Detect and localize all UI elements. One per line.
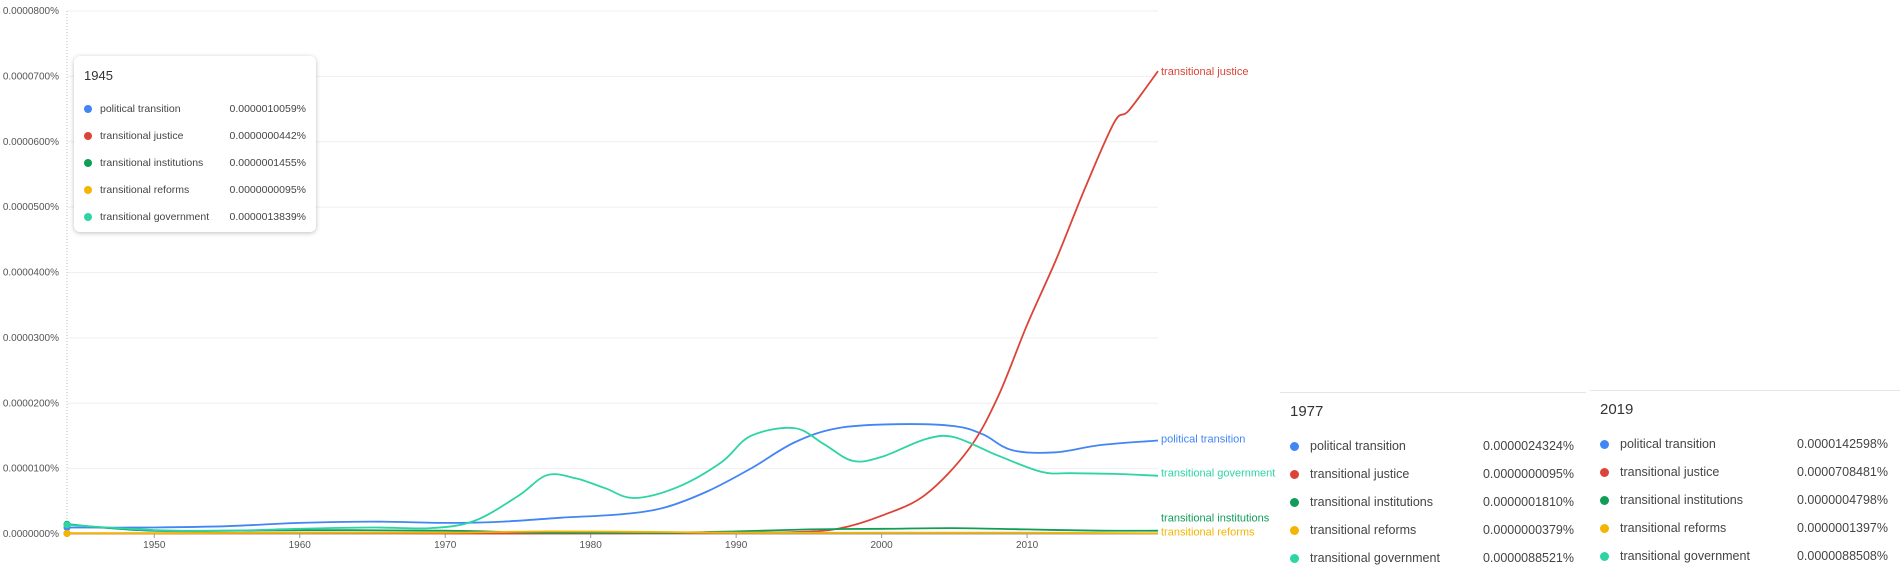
x-tick-label: 1980 <box>580 540 603 551</box>
x-tick-label: 1950 <box>143 540 166 551</box>
tooltip-series-name: transitional justice <box>1310 467 1410 481</box>
y-tick-label: 0.0000300% <box>3 333 59 344</box>
series-line <box>66 530 1159 535</box>
tooltip-series-name: transitional reforms <box>1620 521 1727 535</box>
tooltip-series-value: 0.0000000095% <box>1482 467 1574 481</box>
tooltip-series-value: 0.0000000095% <box>229 183 307 196</box>
tooltip-year: 1977 <box>1290 403 1324 420</box>
tooltip-series-value: 0.0000013839% <box>229 210 307 223</box>
tooltip-series-name: political transition <box>100 102 181 115</box>
tooltip-series-name: transitional government <box>1310 551 1440 565</box>
tooltip-1977: 1977 political transition 0.0000024324% t… <box>1280 392 1586 565</box>
tooltip-series-value: 0.0000708481% <box>1796 465 1888 479</box>
tooltip-year: 1945 <box>84 68 113 83</box>
tooltip-series-value: 0.0000142598% <box>1796 437 1888 451</box>
tooltip-series-name: political transition <box>1620 437 1716 451</box>
tooltip-series-name: transitional justice <box>1620 465 1720 479</box>
tooltip-series-value: 0.0000000379% <box>1482 523 1574 537</box>
series-dot-icon <box>84 212 92 221</box>
tooltip-series-value: 0.0000001810% <box>1482 495 1574 509</box>
series-dot-icon <box>84 131 92 140</box>
x-tick-label: 1970 <box>434 540 457 551</box>
tooltip-row: transitional government 0.0000013839% <box>84 203 306 230</box>
series-dot-icon <box>1290 525 1299 535</box>
tooltip-series-name: transitional institutions <box>1620 493 1743 507</box>
series-dot-icon <box>1290 441 1299 451</box>
y-tick-label: 0.0000700% <box>3 71 59 82</box>
series-dot-icon <box>1600 495 1609 505</box>
tooltip-series-name: transitional justice <box>100 129 184 142</box>
y-tick-label: 0.0000500% <box>3 202 59 213</box>
x-tick-label: 2000 <box>870 540 893 551</box>
series-end-label: transitional justice <box>1161 66 1248 78</box>
tooltip-row: transitional government 0.0000088521% <box>1290 544 1586 572</box>
tooltip-series-value: 0.0000088508% <box>1796 549 1888 563</box>
tooltip-row: political transition 0.0000142598% <box>1600 430 1900 458</box>
tooltip-series-value: 0.0000000442% <box>229 129 307 142</box>
series-start-point <box>63 521 71 529</box>
tooltip-series-name: transitional institutions <box>1310 495 1433 509</box>
y-tick-label: 0.0000100% <box>3 464 59 475</box>
series-dot-icon <box>84 104 92 113</box>
series-end-label: political transition <box>1161 434 1245 446</box>
x-tick-label: 2010 <box>1016 540 1039 551</box>
tooltip-series-name: transitional reforms <box>1310 523 1417 537</box>
tooltip-row: political transition 0.0000010059% <box>84 95 306 122</box>
series-dot-icon <box>1600 551 1609 561</box>
series-dot-icon <box>1290 553 1299 563</box>
tooltip-row: political transition 0.0000024324% <box>1290 432 1586 460</box>
series-dot-icon <box>84 158 92 167</box>
series-line <box>66 426 1159 532</box>
series-dot-icon <box>1600 523 1609 533</box>
y-tick-label: 0.0000000% <box>3 529 59 540</box>
tooltip-series-name: political transition <box>1310 439 1406 453</box>
tooltip-series-value: 0.0000004798% <box>1796 493 1888 507</box>
tooltip-2019: 2019 political transition 0.0000142598% t… <box>1590 390 1900 564</box>
series-end-label: transitional reforms <box>1161 526 1255 538</box>
tooltip-row: transitional justice 0.0000000095% <box>1290 460 1586 488</box>
tooltip-row: transitional government 0.0000088508% <box>1600 542 1900 570</box>
tooltip-row: transitional institutions 0.0000004798% <box>1600 486 1900 514</box>
y-tick-label: 0.0000200% <box>3 398 59 409</box>
y-tick-label: 0.0000600% <box>3 137 59 148</box>
series-dot-icon <box>1290 497 1299 507</box>
series-dot-icon <box>84 185 92 194</box>
series-dot-icon <box>1290 469 1299 479</box>
tooltip-series-value: 0.0000010059% <box>229 102 307 115</box>
tooltip-row: transitional justice 0.0000708481% <box>1600 458 1900 486</box>
x-tick-label: 1990 <box>725 540 748 551</box>
series-start-point <box>63 529 71 537</box>
tooltip-row: transitional reforms 0.0000000379% <box>1290 516 1586 544</box>
series-dot-icon <box>1600 439 1609 449</box>
tooltip-series-name: transitional reforms <box>100 183 190 196</box>
tooltip-row: transitional institutions 0.0000001455% <box>84 149 306 176</box>
tooltip-1945: 1945 political transition 0.0000010059% t… <box>74 56 316 232</box>
series-dot-icon <box>1600 467 1609 477</box>
tooltip-series-name: transitional government <box>1620 549 1750 563</box>
tooltip-series-value: 0.0000001455% <box>229 156 307 169</box>
x-tick-label: 1960 <box>289 540 312 551</box>
series-end-label: transitional government <box>1161 468 1275 480</box>
tooltip-series-name: transitional institutions <box>100 156 204 169</box>
tooltip-series-value: 0.0000001397% <box>1796 521 1888 535</box>
series-end-label: transitional institutions <box>1161 513 1270 525</box>
tooltip-row: transitional reforms 0.0000000095% <box>84 176 306 203</box>
y-tick-label: 0.0000800% <box>3 6 59 17</box>
y-tick-label: 0.0000400% <box>3 268 59 279</box>
tooltip-series-name: transitional government <box>100 210 210 223</box>
series-line <box>66 423 1159 529</box>
tooltip-row: transitional institutions 0.0000001810% <box>1290 488 1586 516</box>
tooltip-year: 2019 <box>1600 401 1634 418</box>
tooltip-series-value: 0.0000088521% <box>1482 551 1574 565</box>
tooltip-series-value: 0.0000024324% <box>1482 439 1574 453</box>
tooltip-row: transitional reforms 0.0000001397% <box>1600 514 1900 542</box>
tooltip-row: transitional justice 0.0000000442% <box>84 122 306 149</box>
